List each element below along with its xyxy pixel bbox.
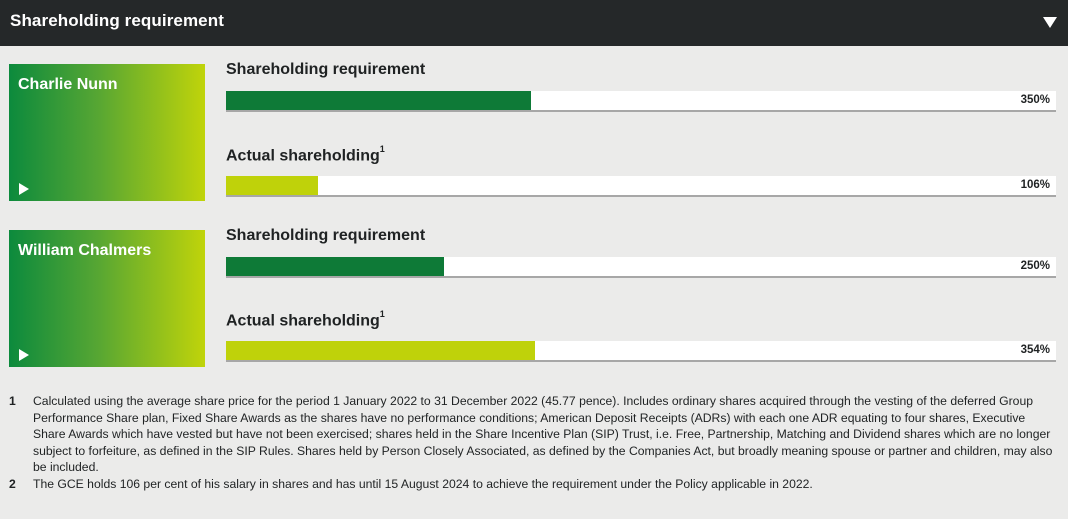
footnote-number: 1 (9, 394, 16, 408)
bar-value-label: 106% (1020, 179, 1050, 191)
person-name: William Chalmers (18, 242, 152, 259)
progress-bar-track: 250% (226, 257, 1056, 278)
footnote-text: Calculated using the average share price… (33, 394, 1053, 474)
footnote: 1 Calculated using the average share pri… (9, 393, 1054, 476)
footnote: 2 The GCE holds 106 per cent of his sala… (9, 476, 1054, 493)
progress-bar-track: 106% (226, 176, 1056, 197)
footnote-number: 2 (9, 476, 16, 491)
footnote-text: The GCE holds 106 per cent of his salary… (33, 476, 813, 491)
bar-value-label: 354% (1020, 344, 1050, 356)
progress-bar-track: 350% (226, 91, 1056, 112)
person-block-william-chalmers: William Chalmers Shareholding requiremen… (0, 227, 1068, 370)
bar-value-label: 350% (1020, 94, 1050, 106)
triangle-down-icon[interactable] (1040, 12, 1060, 32)
progress-bar-fill (226, 176, 319, 195)
person-card[interactable]: Charlie Nunn (9, 64, 205, 201)
footnote-ref[interactable]: 1 (379, 309, 385, 319)
progress-bar-fill (226, 257, 445, 276)
metric-label: Shareholding requirement (226, 227, 426, 244)
metric-label: Shareholding requirement (226, 61, 426, 78)
bar-value-label: 250% (1020, 260, 1050, 272)
section-header[interactable]: Shareholding requirement (0, 0, 1068, 46)
play-icon[interactable] (18, 348, 30, 362)
metric-label: Actual shareholding1 (226, 144, 385, 165)
person-name: Charlie Nunn (18, 76, 118, 93)
person-block-charlie-nunn: Charlie Nunn Shareholding requirement 35… (0, 61, 1068, 204)
footnotes: 1 Calculated using the average share pri… (9, 393, 1054, 492)
play-icon[interactable] (18, 182, 30, 196)
section-title: Shareholding requirement (10, 11, 224, 30)
progress-bar-fill (226, 91, 532, 110)
progress-bar-fill (226, 341, 535, 360)
progress-bar-track: 354% (226, 341, 1056, 362)
person-card[interactable]: William Chalmers (9, 230, 205, 367)
metric-label: Actual shareholding1 (226, 309, 385, 330)
footnote-ref[interactable]: 1 (379, 144, 385, 154)
